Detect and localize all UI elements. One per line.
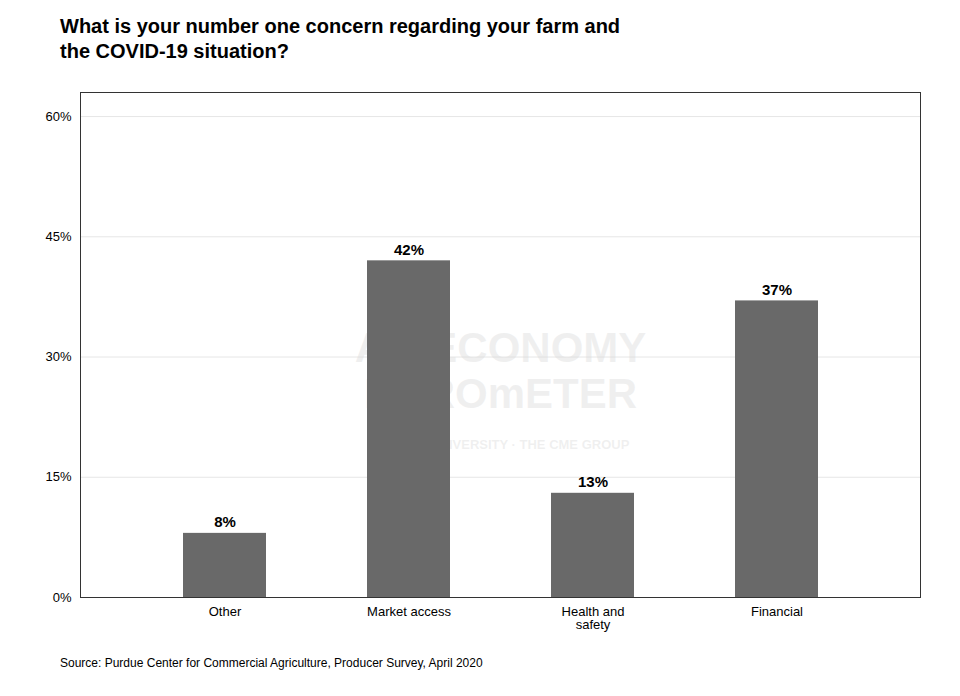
svg-text:PURDUE UNIVERSITY · THE CME GR: PURDUE UNIVERSITY · THE CME GROUP [371,437,630,453]
svg-text:Health andsafety: Health andsafety [562,604,625,632]
svg-text:Other: Other [209,604,242,619]
svg-text:Financial: Financial [751,604,803,619]
svg-text:60%: 60% [45,109,71,124]
html-text:BAROmETER: BAROmETER [364,369,637,417]
svg-text:0%: 0% [53,590,72,605]
html-text:AG ECONOMY: AG ECONOMY [354,323,647,371]
svg-text:37%: 37% [762,281,792,298]
svg-text:45%: 45% [45,229,71,244]
svg-text:Market access: Market access [367,604,451,619]
html-text:Source: Purdue Center for Comm: Source: Purdue Center for Commercial Agr… [60,656,483,670]
svg-text:8%: 8% [214,513,236,530]
svg-text:42%: 42% [394,241,424,258]
svg-text:15%: 15% [45,469,71,484]
svg-text:30%: 30% [45,349,71,364]
svg-text:13%: 13% [578,473,608,490]
html-text:What is your number one concer: What is your number one concern regardin… [60,15,621,62]
